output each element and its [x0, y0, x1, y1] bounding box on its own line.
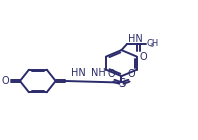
Text: CH: CH: [146, 39, 158, 48]
Text: O: O: [128, 69, 135, 79]
Text: S: S: [118, 77, 125, 90]
Text: HN: HN: [71, 68, 86, 78]
Text: O: O: [1, 76, 9, 86]
Text: O: O: [108, 69, 115, 79]
Text: HN: HN: [128, 33, 143, 44]
Text: O: O: [139, 52, 147, 62]
Text: 3: 3: [150, 43, 154, 47]
Text: NH: NH: [91, 68, 106, 79]
